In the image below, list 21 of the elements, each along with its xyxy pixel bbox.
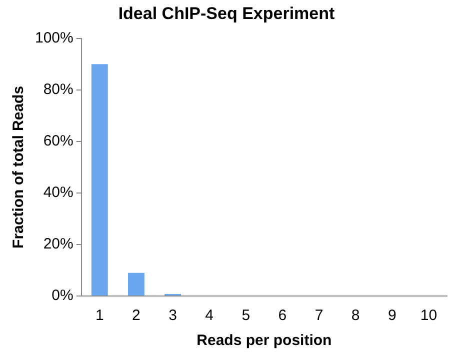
x-tick-label: 6 bbox=[278, 307, 287, 324]
chart-title: Ideal ChIP-Seq Experiment bbox=[118, 4, 335, 23]
bar bbox=[128, 272, 144, 296]
y-tick-label: 60% bbox=[43, 132, 74, 150]
y-axis-title: Fraction of total Reads bbox=[10, 86, 28, 248]
y-tick-label: 0% bbox=[52, 287, 74, 304]
x-tick-label: 3 bbox=[168, 307, 177, 324]
x-tick-label: 4 bbox=[205, 307, 214, 324]
x-tick-label: 9 bbox=[388, 307, 396, 324]
y-tick-label: 40% bbox=[43, 184, 74, 202]
x-tick-label: 8 bbox=[351, 307, 360, 324]
y-tick-label: 20% bbox=[43, 236, 74, 253]
y-tick-label: 100% bbox=[34, 30, 74, 47]
x-axis-title: Reads per position bbox=[196, 332, 332, 350]
x-tick-label: 10 bbox=[420, 307, 438, 324]
x-tick-label: 2 bbox=[132, 307, 140, 324]
x-tick-label: 7 bbox=[314, 307, 324, 324]
x-tick-label: 1 bbox=[95, 307, 104, 324]
x-tick-label: 5 bbox=[242, 307, 250, 324]
y-tick-label: 80% bbox=[43, 81, 74, 98]
bar bbox=[91, 64, 108, 296]
